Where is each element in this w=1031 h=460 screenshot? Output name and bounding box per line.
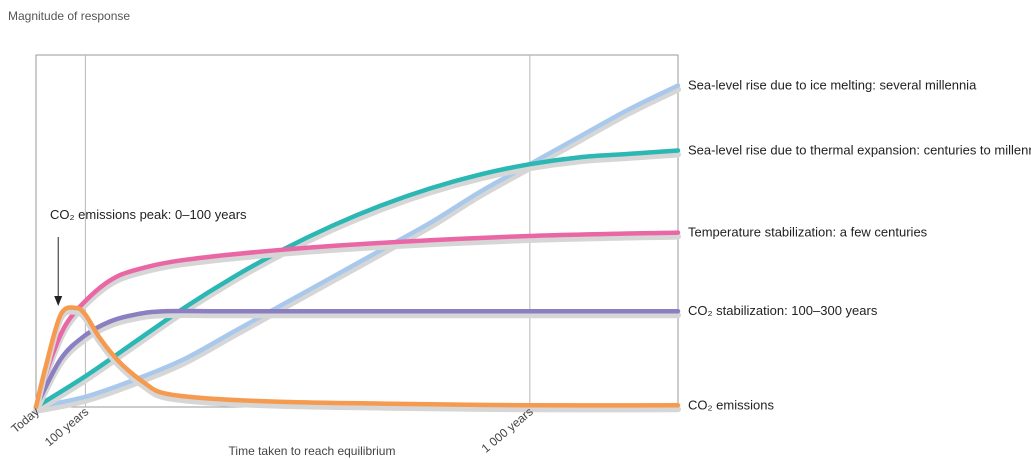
x-axis-label: Time taken to reach equilibrium: [229, 444, 396, 458]
series-label-0: CO₂ emissions: [688, 397, 774, 412]
series-line-3: [33, 148, 681, 410]
series-label-4: Sea-level rise due to ice melting: sever…: [688, 78, 977, 93]
series-label-2: Temperature stabilization: a few centuri…: [688, 225, 928, 240]
annotation-arrow-head-0: [54, 296, 63, 306]
series-line-2: [33, 230, 681, 410]
annotation-layer: CO₂ emissions peak: 0–100 years: [50, 207, 247, 306]
x-tick-label-2: 1 000 years: [479, 405, 536, 456]
series-labels: CO₂ emissions CO₂ stabilization: 100–300 …: [688, 78, 1031, 413]
annotation-text-0: CO₂ emissions peak: 0–100 years: [50, 207, 247, 222]
series-shadow-1: [33, 311, 681, 414]
plot-frame: [35, 54, 679, 408]
series-line-0: [33, 305, 681, 410]
series-line-1: [33, 308, 681, 410]
series-shadow-3: [33, 151, 681, 414]
vertical-gridlines: [84, 55, 531, 407]
series-shadow-0: [33, 308, 681, 414]
series-label-1: CO₂ stabilization: 100–300 years: [688, 303, 878, 318]
y-axis-label: Magnitude of response: [8, 9, 130, 23]
series-layer: [33, 83, 681, 414]
series-label-3: Sea-level rise due to thermal expansion:…: [688, 143, 1031, 158]
